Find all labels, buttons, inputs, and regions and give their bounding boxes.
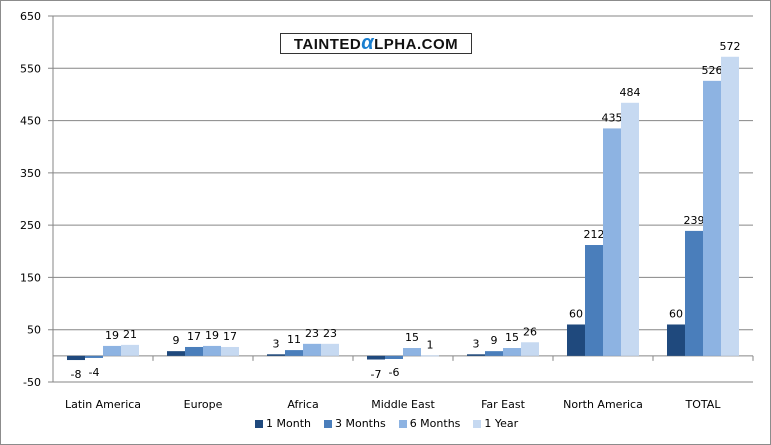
bar [467, 354, 485, 356]
bar [267, 354, 285, 356]
bar [185, 346, 203, 356]
data-label: 572 [720, 40, 741, 53]
data-label: 15 [505, 331, 519, 344]
y-tick-label: 150 [20, 271, 41, 284]
data-label: 23 [305, 327, 319, 340]
data-label: 484 [620, 86, 641, 99]
bar [303, 343, 321, 356]
y-tick-label: 350 [20, 167, 41, 180]
bar [721, 56, 739, 356]
legend-swatch [323, 419, 332, 428]
bar [385, 355, 403, 359]
data-label: 1 [427, 338, 434, 351]
data-label: 3 [273, 337, 280, 350]
y-tick-label: 50 [27, 324, 41, 337]
data-label: 3 [473, 337, 480, 350]
bar [667, 324, 685, 356]
watermark-logo: TAINTEDαLPHA.COM [280, 33, 472, 54]
data-label: 11 [287, 333, 301, 346]
bar [503, 348, 521, 356]
data-label: -7 [371, 368, 382, 381]
bar [567, 324, 585, 356]
data-label: 60 [569, 307, 583, 320]
x-tick-label: Latin America [65, 398, 141, 411]
y-tick-label: 450 [20, 115, 41, 128]
bar [203, 345, 221, 356]
bar [285, 350, 303, 356]
data-label: 526 [702, 64, 723, 77]
bar [221, 346, 239, 356]
y-tick-label: 250 [20, 219, 41, 232]
y-tick-label: 650 [20, 10, 41, 23]
x-tick-label: Far East [481, 398, 525, 411]
data-label: 23 [323, 327, 337, 340]
data-label: 17 [223, 330, 237, 343]
data-label: 21 [123, 328, 137, 341]
bar [367, 355, 385, 360]
bar [421, 355, 439, 357]
data-label: 9 [173, 334, 180, 347]
y-tick-label: -50 [23, 376, 41, 389]
bar [485, 351, 503, 356]
data-label: 9 [491, 334, 498, 347]
bar [603, 128, 621, 356]
legend-swatch [255, 419, 263, 428]
legend-swatch [398, 419, 407, 428]
bar [321, 343, 339, 356]
legend-label: 6 Months [409, 417, 461, 430]
bar [685, 230, 703, 356]
legend-item: 1 Year [473, 417, 518, 430]
data-label: 212 [584, 228, 605, 241]
x-tick-label: North America [563, 398, 643, 411]
bar [521, 342, 539, 356]
data-label: -4 [89, 366, 100, 379]
legend-label: 1 Month [266, 417, 311, 430]
bar [621, 102, 639, 356]
data-label: 17 [187, 330, 201, 343]
bar [167, 351, 185, 356]
legend-label: 3 Months [334, 417, 386, 430]
legend-item: 3 Months [323, 417, 386, 430]
bar [403, 348, 421, 356]
y-tick-label: 550 [20, 62, 41, 75]
bar [85, 355, 103, 358]
data-label: 26 [523, 325, 537, 338]
bar [67, 355, 85, 361]
data-label: 60 [669, 307, 683, 320]
legend-swatch [473, 419, 482, 428]
data-label: -6 [389, 366, 400, 379]
x-tick-label: Europe [184, 398, 223, 411]
data-label: 435 [602, 111, 623, 124]
x-tick-label: TOTAL [685, 398, 722, 411]
data-label: 239 [684, 214, 705, 227]
bar [121, 344, 139, 356]
x-tick-label: Africa [287, 398, 318, 411]
bar [703, 80, 721, 356]
data-label: 19 [205, 329, 219, 342]
x-tick-label: Middle East [371, 398, 435, 411]
bar [103, 345, 121, 356]
bar [585, 245, 603, 356]
legend-item: 6 Months [398, 417, 461, 430]
legend: 1 Month 3 Months 6 Months 1 Year [255, 417, 518, 430]
legend-label: 1 Year [484, 417, 519, 430]
data-label: -8 [71, 368, 82, 381]
data-label: 19 [105, 329, 119, 342]
legend-item: 1 Month [255, 417, 311, 430]
data-label: 15 [405, 331, 419, 344]
